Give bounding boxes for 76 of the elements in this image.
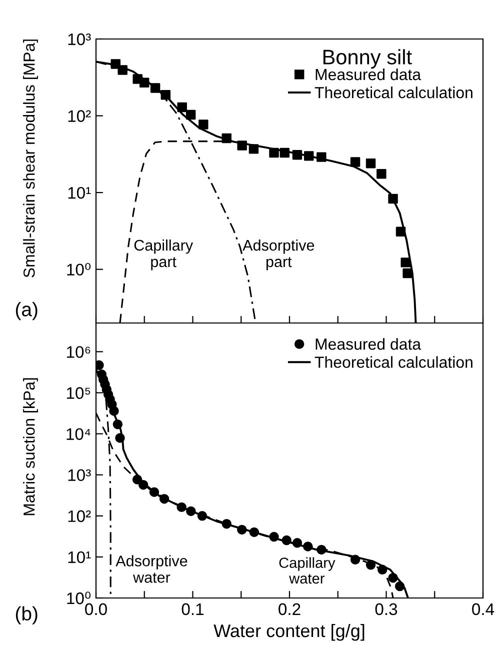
x-tick-label: 0.2 [278, 603, 300, 616]
point [400, 258, 410, 268]
point [197, 511, 208, 521]
point [292, 538, 302, 548]
point [269, 148, 279, 158]
point [237, 140, 247, 150]
legend-label: Theoretical calculation [314, 86, 472, 98]
y-tick-label: 10⁴ [66, 428, 90, 440]
y-tick-label: 10⁰ [67, 592, 91, 604]
y-tick-label: 10² [68, 110, 91, 122]
legend-label: Measured data [316, 338, 422, 350]
y-tick-label: 10³ [68, 469, 91, 482]
point [388, 572, 398, 583]
x-axis-title: Water content [g/g] [214, 624, 364, 641]
point [282, 535, 292, 546]
y-tick-label: 10⁶ [67, 346, 90, 358]
y-axis-title: Matric suction [kPa] [23, 378, 38, 516]
x-tick-label: 0.0 [85, 603, 107, 616]
point [366, 560, 376, 570]
x-tick-label: 0.1 [182, 603, 204, 616]
point [186, 110, 196, 120]
text: (a) [16, 302, 38, 320]
annotation: Bonny silt [323, 49, 412, 69]
point [304, 151, 314, 161]
point [402, 268, 412, 278]
y-axis-title: Small-strain shear modulus [MPa] [23, 40, 38, 278]
point [222, 518, 232, 529]
legend-label: Theoretical calculation [314, 356, 472, 368]
point [303, 542, 313, 552]
point [280, 148, 290, 158]
point [198, 120, 208, 130]
point [396, 226, 406, 236]
point [159, 494, 170, 504]
annotation: Adsorptive part [242, 239, 314, 270]
point [237, 524, 247, 535]
point [394, 581, 405, 592]
point [388, 194, 398, 204]
annotation: Capillary part [134, 239, 194, 270]
point [176, 502, 186, 512]
point [292, 150, 302, 160]
point [109, 406, 119, 416]
point [112, 419, 123, 430]
y-tick-label: 10⁰ [67, 263, 91, 276]
y-tick-label: 10⁵ [66, 387, 90, 399]
point [222, 133, 232, 144]
point [376, 169, 386, 179]
text: (b) [16, 606, 38, 624]
point [138, 480, 148, 490]
point [269, 532, 279, 542]
legend-label: Measured data [316, 68, 422, 80]
point [378, 564, 388, 575]
point [248, 144, 259, 154]
point [140, 78, 150, 88]
annotation: Adsorptive water [116, 555, 188, 583]
point [118, 65, 128, 75]
point [350, 554, 360, 564]
point [110, 59, 120, 69]
point [115, 433, 125, 443]
x-tick-label: 0.4 [472, 603, 494, 616]
point [149, 487, 160, 497]
y-tick-label: 10² [68, 510, 91, 522]
y-tick-label: 10¹ [68, 551, 91, 564]
point [350, 157, 360, 167]
point [249, 527, 260, 538]
x-tick-label: 0.3 [375, 603, 398, 616]
point [316, 544, 326, 555]
annotation: Capillary water [279, 557, 336, 584]
point [177, 102, 187, 112]
point [316, 152, 326, 162]
point [132, 474, 142, 484]
point [186, 506, 196, 516]
y-tick-label: 10³ [68, 33, 91, 46]
point [150, 83, 160, 93]
point [366, 158, 376, 168]
point [160, 90, 171, 100]
y-tick-label: 10¹ [68, 186, 91, 199]
